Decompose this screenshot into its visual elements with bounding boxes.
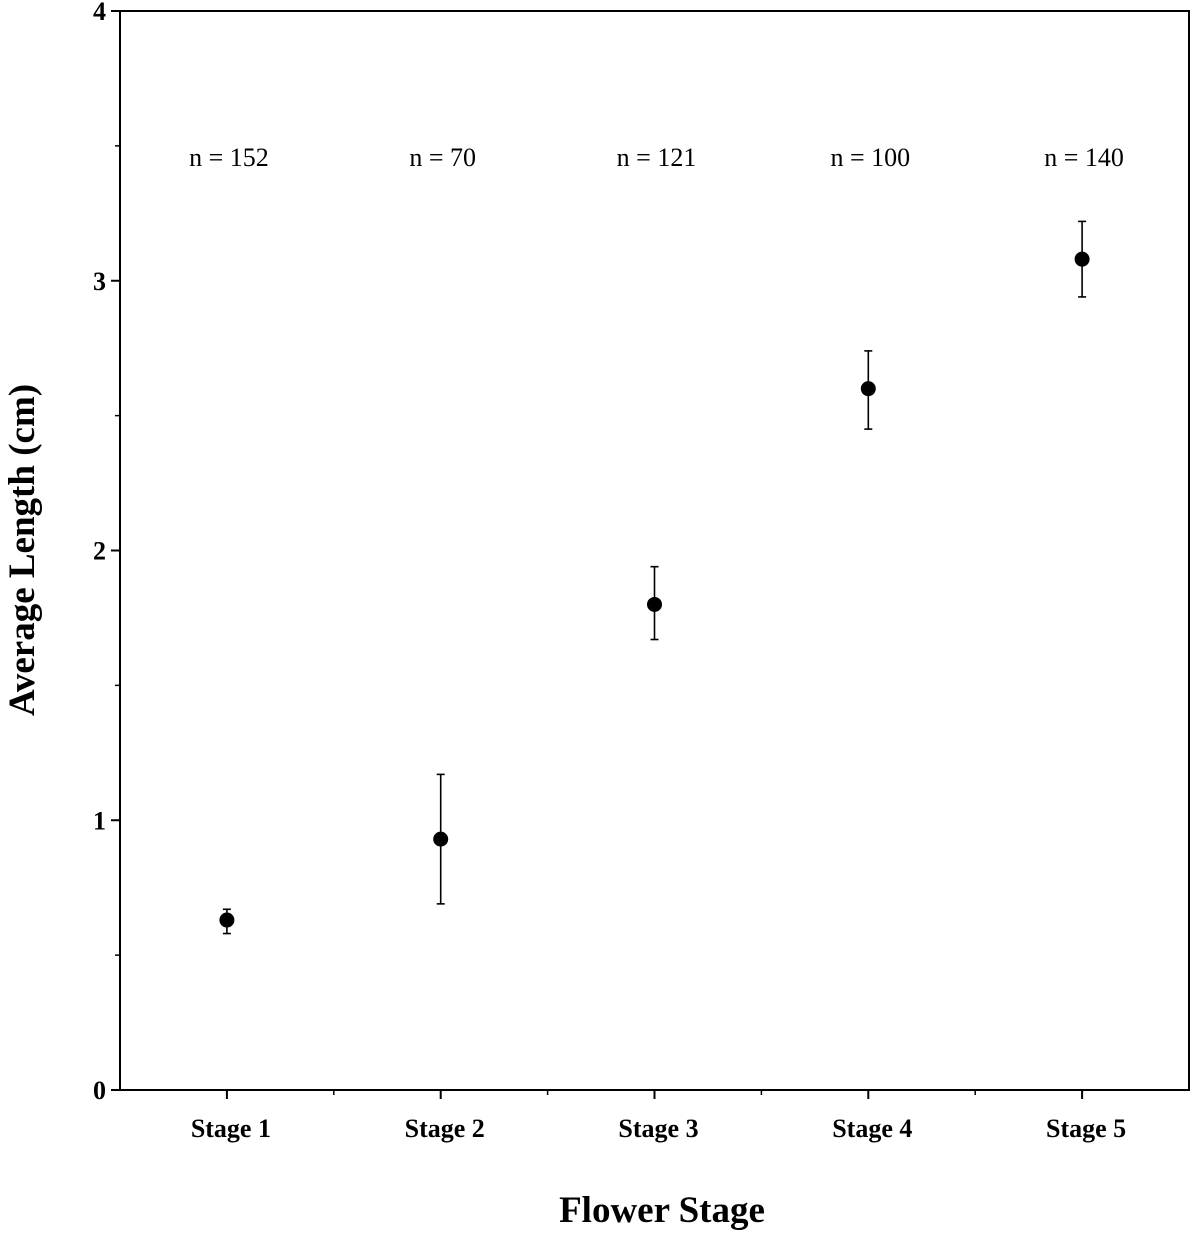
sample-size-labels: n = 152 n = 70 n = 121 n = 100 n = 140 xyxy=(189,143,1124,172)
x-tick-label: Stage 5 xyxy=(1046,1114,1126,1143)
y-tick-label: 0 xyxy=(93,1076,106,1105)
y-axis: 0 1 2 3 4 xyxy=(93,0,120,1105)
data-point xyxy=(1074,251,1090,267)
x-tick-label: Stage 1 xyxy=(191,1114,271,1143)
plot-frame xyxy=(119,10,1190,1091)
sample-size-label: n = 121 xyxy=(617,143,697,172)
data-point xyxy=(647,596,662,612)
y-tick-label: 4 xyxy=(93,0,106,26)
x-axis-title: Flower Stage xyxy=(559,1190,765,1231)
y-tick-label: 1 xyxy=(93,806,106,835)
x-tick-label: Stage 2 xyxy=(405,1114,485,1143)
sample-size-label: n = 152 xyxy=(189,143,269,172)
sample-size-label: n = 140 xyxy=(1044,143,1124,172)
data-point xyxy=(219,912,235,928)
sample-size-label: n = 100 xyxy=(830,143,910,172)
y-tick-label: 2 xyxy=(93,537,106,566)
data-point xyxy=(860,381,876,397)
data-series xyxy=(219,220,1090,935)
y-axis-title: Average Length (cm) xyxy=(2,384,43,716)
y-tick-label: 3 xyxy=(93,267,106,296)
data-point xyxy=(433,831,449,847)
x-tick-label: Stage 4 xyxy=(832,1114,912,1143)
x-axis: Stage 1 Stage 2 Stage 3 Stage 4 Stage 5 xyxy=(191,1090,1126,1143)
sample-size-label: n = 70 xyxy=(409,143,476,172)
x-tick-label: Stage 3 xyxy=(618,1114,698,1143)
